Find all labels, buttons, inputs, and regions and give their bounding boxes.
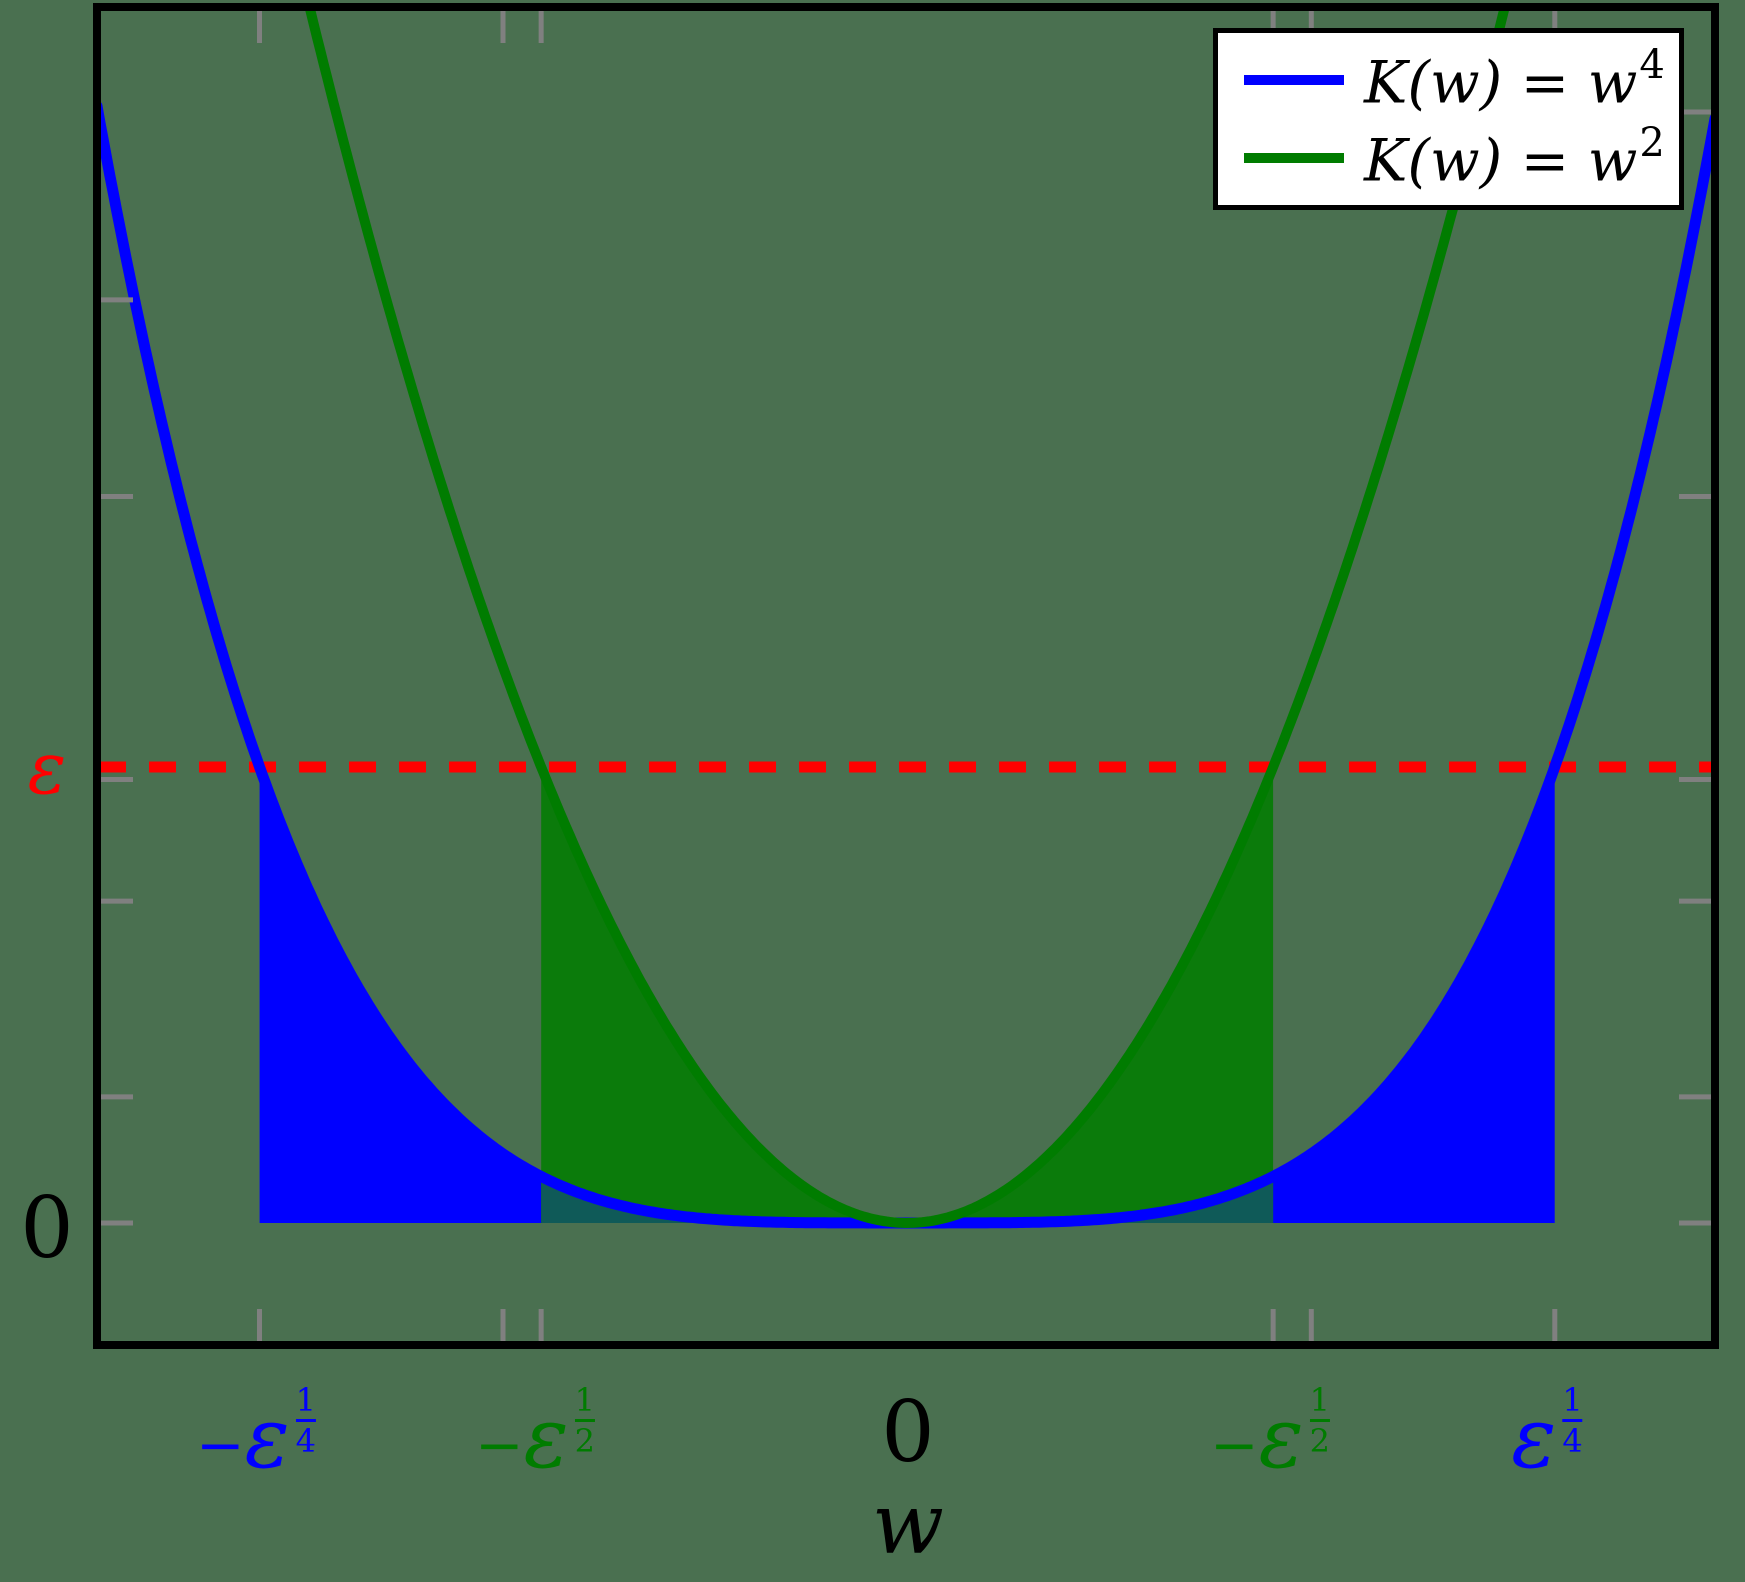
fraction-bar xyxy=(1309,1419,1331,1422)
fraction-bar xyxy=(295,1419,317,1422)
epsilon-symbol: ε xyxy=(523,1389,569,1487)
x-label-zero: 0 xyxy=(881,1383,935,1481)
minus-sign: − xyxy=(474,1411,524,1479)
plot-border xyxy=(93,3,1719,1349)
x-label-neg-eps-half-right: − ε 1 2 xyxy=(1209,1381,1331,1487)
y-axis-label-epsilon: ε xyxy=(27,726,67,810)
x-label-neg-eps-half-left: − ε 1 2 xyxy=(474,1381,596,1487)
minor-ticks xyxy=(101,11,1711,1341)
legend-label: K(w) = w4 xyxy=(1364,41,1665,117)
y-axis-label-zero: 0 xyxy=(20,1179,74,1277)
minus-sign: − xyxy=(195,1411,245,1479)
fraction-bar xyxy=(1562,1419,1583,1422)
x-axis-title: w xyxy=(872,1475,944,1573)
minus-sign: − xyxy=(1209,1411,1259,1479)
overlap-shaded-region xyxy=(541,1176,1274,1223)
epsilon-symbol: ε xyxy=(1258,1389,1304,1487)
epsilon-symbol: ε xyxy=(244,1389,290,1487)
legend-item-quartic: K(w) = w4 xyxy=(1244,41,1679,117)
legend: K(w) = w4 K(w) = w2 xyxy=(1213,28,1684,210)
legend-item-quadratic: K(w) = w2 xyxy=(1244,119,1679,195)
legend-label: K(w) = w2 xyxy=(1364,119,1665,195)
fraction-bar xyxy=(574,1419,596,1422)
quartic-shaded-region xyxy=(259,767,1555,1223)
quadratic-curve xyxy=(305,11,1509,1229)
x-label-neg-eps-quarter: − ε 1 4 xyxy=(195,1381,317,1487)
legend-line-sample-blue xyxy=(1244,74,1344,85)
legend-line-sample-green xyxy=(1244,153,1344,164)
epsilon-symbol: ε xyxy=(1511,1389,1557,1487)
